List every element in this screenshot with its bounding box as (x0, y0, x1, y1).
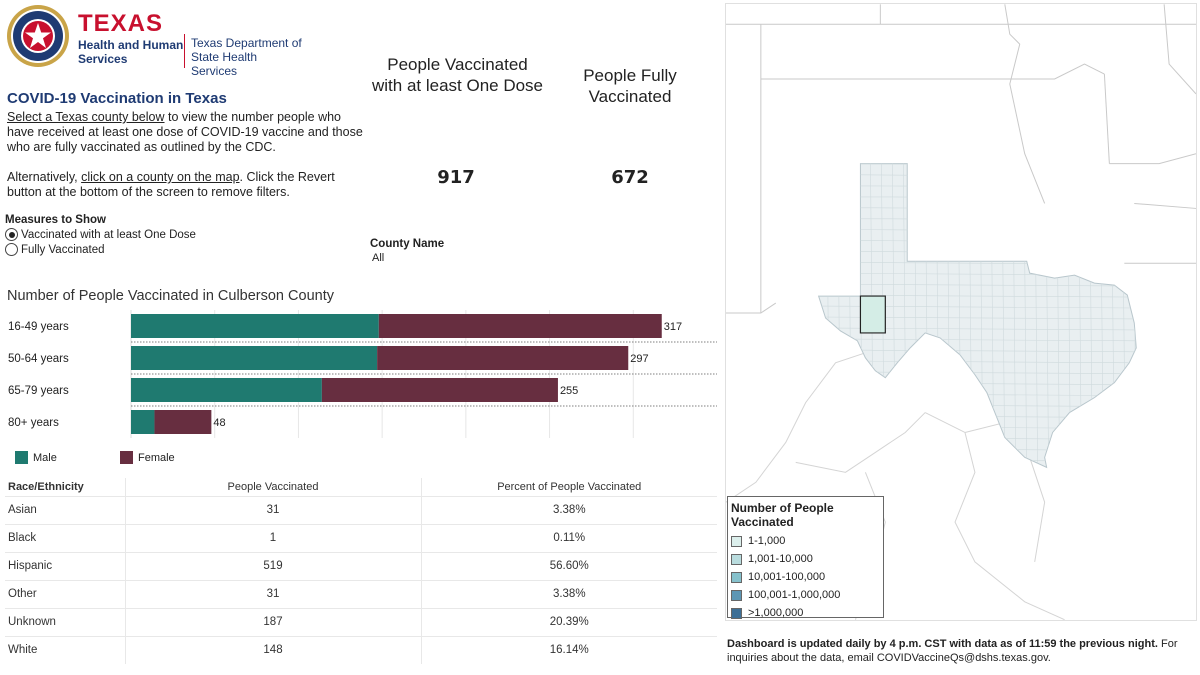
table-header-row: Race/Ethnicity People Vaccinated Percent… (5, 478, 717, 496)
texas-state-shape (817, 163, 1137, 469)
logo-texas-text: TEXAS (78, 10, 164, 37)
col-header-race[interactable]: Race/Ethnicity (8, 480, 84, 493)
category-label: 65-79 years (8, 385, 69, 397)
logo-divider (184, 34, 185, 68)
legend-male[interactable]: Male (15, 451, 57, 464)
col-header-percent[interactable]: Percent of People Vaccinated (497, 480, 642, 493)
race-cell: Hispanic (5, 551, 125, 580)
logo-hhs-text: Health and Human Services (78, 38, 184, 66)
kpi-fully-vaccinated-title: People Fully Vaccinated (583, 66, 677, 106)
county-filter: County Name All (370, 238, 570, 264)
total-data-label: 48 (213, 417, 225, 429)
people-vaccinated-cell: 519 (124, 551, 422, 580)
map-legend-swatch (731, 607, 742, 619)
map-legend-item[interactable]: >1,000,000 (731, 604, 880, 622)
intro-panel: COVID-19 Vaccination in Texas Select a T… (7, 90, 367, 215)
race-cell: Other (5, 579, 125, 608)
percent-cell: 56.60% (421, 551, 717, 580)
bar-female[interactable] (154, 410, 212, 434)
map-legend-swatch (731, 535, 742, 547)
map-legend-swatch (731, 589, 742, 601)
map-legend-item[interactable]: 100,001-1,000,000 (731, 586, 880, 604)
radio-unselected-icon[interactable] (5, 243, 18, 256)
total-data-label: 255 (560, 385, 578, 397)
percent-cell: 3.38% (421, 579, 717, 608)
texas-seal-icon (7, 5, 69, 67)
category-label: 16-49 years (8, 321, 69, 333)
table-row[interactable]: Other 31 3.38% (5, 579, 717, 608)
people-vaccinated-cell: 187 (124, 607, 422, 636)
table-row[interactable]: Asian 31 3.38% (5, 495, 717, 524)
map-legend-label: 100,001-1,000,000 (748, 589, 841, 601)
map-legend-item[interactable]: 1,001-10,000 (731, 550, 880, 568)
measure-option-one-dose[interactable]: Vaccinated with at least One Dose (5, 227, 196, 242)
measures-heading: Measures to Show (5, 214, 106, 226)
table-row[interactable]: Hispanic 519 56.60% (5, 551, 717, 580)
update-footnote: Dashboard is updated daily by 4 p.m. CST… (727, 638, 1178, 664)
table-row[interactable]: Black 1 0.11% (5, 523, 717, 552)
table-row[interactable]: White 148 16.14% (5, 635, 717, 664)
kpi-fully-vaccinated-value: 672 (611, 167, 649, 188)
click-map-link-text: click on a county on the map (81, 170, 240, 184)
chart-title: Number of People Vaccinated in Culberson… (7, 288, 334, 304)
map-legend-swatch (731, 553, 742, 565)
intro-paragraph-2: Alternatively, click on a county on the … (7, 170, 335, 199)
county-filter-label: County Name (370, 238, 445, 250)
radio-selected-icon[interactable] (5, 228, 18, 241)
page-title: COVID-19 Vaccination in Texas (7, 90, 227, 107)
bar-female[interactable] (378, 314, 662, 338)
map-legend-swatch (731, 571, 742, 583)
map-legend-item[interactable]: 1-1,000 (731, 532, 880, 550)
measure-option-fully-vaccinated[interactable]: Fully Vaccinated (5, 242, 196, 257)
kpi-one-dose-title: People Vaccinated with at least One Dose (371, 55, 544, 95)
bar-male[interactable] (131, 410, 155, 434)
map-legend: Number of People Vaccinated 1-1,000 1,001… (727, 496, 884, 619)
map-legend-label: 1-1,000 (748, 535, 786, 547)
total-data-label: 317 (664, 321, 682, 333)
map-legend-label: >1,000,000 (748, 607, 804, 619)
map-legend-label: 1,001-10,000 (748, 553, 813, 565)
legend-female[interactable]: Female (120, 451, 175, 464)
percent-cell: 16.14% (421, 635, 717, 664)
bar-male[interactable] (131, 314, 379, 338)
people-vaccinated-cell: 148 (124, 635, 422, 664)
map-legend-label: 10,001-100,000 (748, 571, 826, 583)
logo-dshs-text: Texas Department of State Health Service… (191, 36, 302, 78)
kpi-one-dose-value: 917 (437, 167, 475, 188)
bar-female[interactable] (321, 378, 558, 402)
people-vaccinated-cell: 31 (124, 495, 422, 524)
race-cell: White (5, 635, 125, 664)
category-label: 50-64 years (8, 353, 69, 365)
legend-male-swatch (15, 451, 28, 464)
people-vaccinated-cell: 31 (124, 579, 422, 608)
race-ethnicity-table: Race/Ethnicity People Vaccinated Percent… (5, 478, 717, 664)
bar-male[interactable] (131, 346, 378, 370)
category-label: 80+ years (8, 417, 59, 429)
race-cell: Unknown (5, 607, 125, 636)
bar-male[interactable] (131, 378, 322, 402)
col-header-people-vaccinated[interactable]: People Vaccinated (124, 478, 422, 496)
total-data-label: 297 (630, 353, 648, 365)
race-cell: Black (5, 523, 125, 552)
percent-cell: 0.11% (421, 523, 717, 552)
legend-female-swatch (120, 451, 133, 464)
table-row[interactable]: Unknown 187 20.39% (5, 607, 717, 636)
bar-female[interactable] (377, 346, 629, 370)
percent-cell: 20.39% (421, 607, 717, 636)
race-cell: Asian (5, 495, 125, 524)
culberson-county-highlight[interactable] (859, 295, 886, 334)
people-vaccinated-cell: 1 (124, 523, 422, 552)
percent-cell: 3.38% (421, 495, 717, 524)
map-legend-title: Number of People Vaccinated (731, 501, 834, 529)
intro-paragraph-1: Select a Texas county below to view the … (7, 110, 363, 154)
age-gender-bar-chart: 16-49 years 317 50-64 years 297 65-79 years 2… (8, 310, 717, 438)
select-county-link-text: Select a Texas county below (7, 110, 165, 124)
map-legend-item[interactable]: 10,001-100,000 (731, 568, 880, 586)
county-filter-dropdown[interactable]: All (372, 252, 385, 264)
texas-hhs-logo: TEXAS Health and Human Services Texas De… (6, 4, 306, 78)
measures-selector: Measures to Show Vaccinated with at leas… (5, 214, 196, 257)
